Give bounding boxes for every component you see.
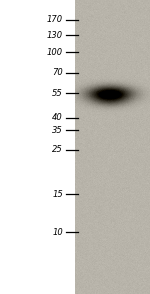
Text: 100: 100 — [47, 48, 63, 57]
Text: 55: 55 — [52, 89, 63, 98]
Text: 25: 25 — [52, 146, 63, 154]
Text: 40: 40 — [52, 113, 63, 122]
Text: 10: 10 — [52, 228, 63, 237]
Text: 70: 70 — [52, 69, 63, 77]
Text: 35: 35 — [52, 126, 63, 135]
Text: 15: 15 — [52, 190, 63, 198]
Text: 170: 170 — [47, 16, 63, 24]
Text: 130: 130 — [47, 31, 63, 40]
